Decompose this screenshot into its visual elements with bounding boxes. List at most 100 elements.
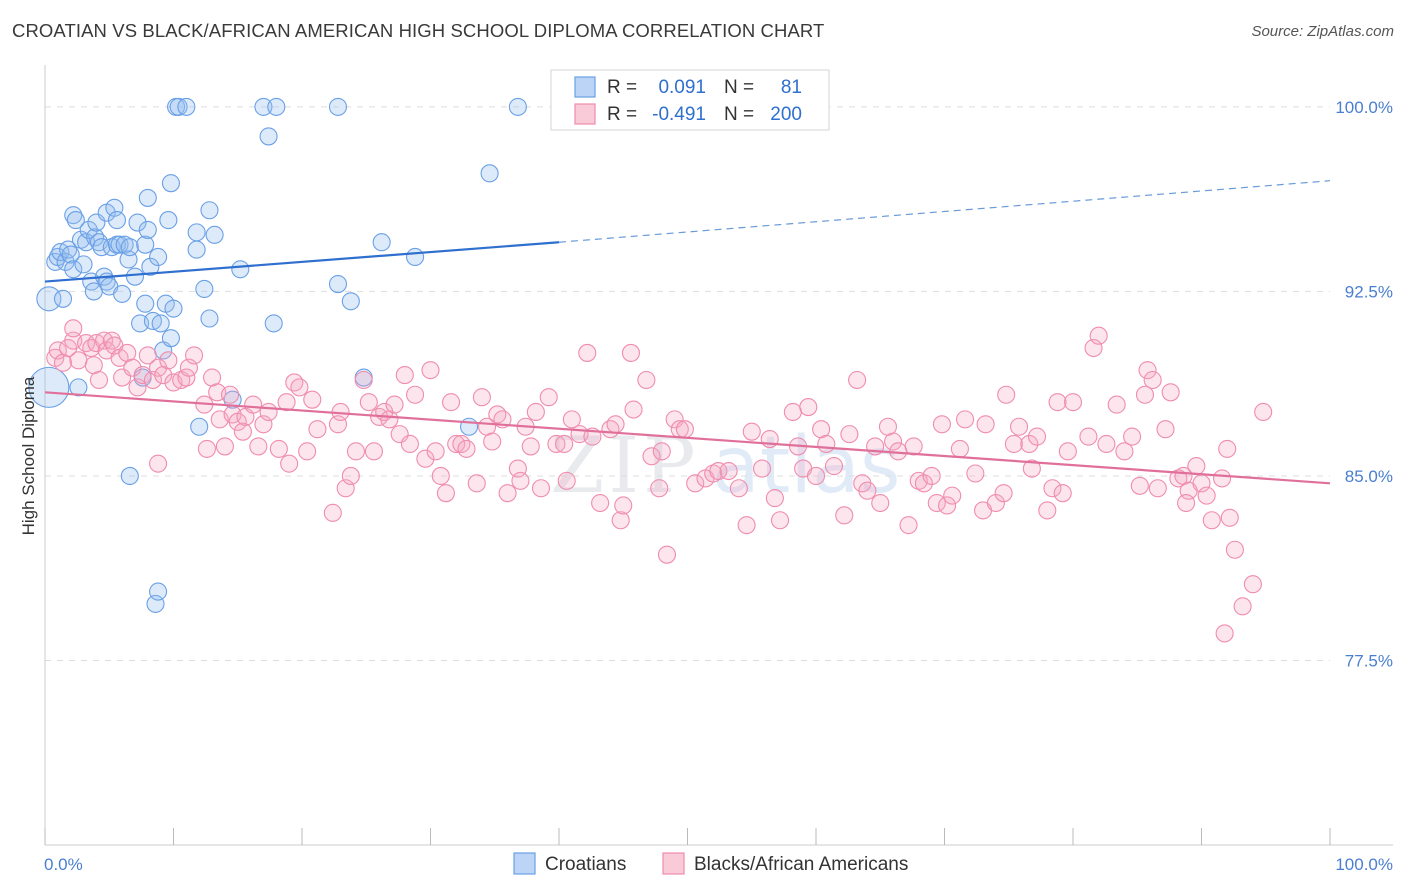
black-point-61 (346, 442, 366, 461)
black-point-184 (1135, 385, 1155, 404)
black-point-74 (421, 361, 440, 380)
croatian-point-55 (161, 174, 180, 193)
black-point-90 (511, 471, 530, 490)
croatian-point-80 (480, 164, 499, 183)
black-point-168 (1022, 459, 1041, 478)
croatian-point-77 (372, 233, 391, 252)
black-point-179 (1097, 434, 1116, 454)
croatian-point-68 (231, 260, 250, 279)
black-point-94 (531, 479, 551, 498)
black-point-200 (1233, 597, 1252, 616)
black-point-44 (244, 395, 263, 414)
black-point-39 (220, 385, 240, 404)
series-legend-swatch-croatians (513, 852, 536, 875)
black-point-154 (932, 415, 951, 434)
black-point-85 (483, 432, 502, 451)
stats-legend-box (550, 69, 830, 131)
croatian-point-32 (113, 284, 132, 303)
black-point-173 (1053, 484, 1072, 503)
black-point-113 (652, 442, 671, 461)
croatian-point-36 (120, 466, 139, 486)
croatian-point-50 (151, 314, 170, 333)
black-point-138 (835, 506, 854, 525)
black-point-111 (642, 447, 661, 466)
black-point-49 (277, 393, 296, 412)
black-point-78 (442, 393, 461, 412)
axes (44, 65, 1393, 846)
black-point-56 (323, 503, 342, 522)
black-point-164 (997, 385, 1016, 404)
croatian-point-73 (328, 274, 348, 294)
croatian-point-9 (64, 260, 83, 279)
croatian-point-66 (205, 225, 224, 244)
black-point-79 (447, 434, 466, 454)
black-point-159 (966, 464, 985, 483)
black-point-22 (138, 346, 157, 365)
black-point-193 (1187, 457, 1206, 476)
legend-r-label-2: R = (607, 104, 637, 125)
black-point-158 (956, 410, 975, 429)
croatian-point-65 (200, 309, 219, 328)
black-point-128 (765, 489, 784, 508)
black-point-92 (521, 437, 540, 456)
croatian-point-11 (66, 211, 85, 230)
black-point-133 (799, 398, 818, 417)
black-point-81 (457, 439, 476, 458)
black-point-203 (1215, 624, 1234, 643)
black-point-148 (899, 516, 918, 535)
black-point-151 (914, 474, 933, 493)
black-point-71 (400, 434, 419, 454)
black-point-130 (783, 402, 802, 422)
black-point-139 (840, 425, 859, 444)
black-point-165 (1004, 434, 1023, 454)
black-point-42 (233, 422, 252, 441)
black-point-201 (1243, 575, 1262, 594)
black-point-134 (806, 466, 826, 486)
black-point-189 (1161, 383, 1180, 402)
croatian-point-81 (508, 97, 527, 116)
black-point-170 (1038, 501, 1057, 520)
black-point-117 (675, 420, 694, 439)
black-point-47 (259, 402, 278, 422)
black-point-34 (197, 439, 216, 458)
black-point-68 (385, 395, 404, 414)
black-point-72 (406, 385, 425, 404)
croatian-point-43 (138, 220, 157, 239)
legend-n-label-1: N = (724, 77, 754, 98)
black-point-183 (1130, 476, 1149, 495)
croatian-point-41 (136, 294, 155, 313)
croatian-point-59 (177, 97, 196, 116)
croatian-point-29 (107, 211, 127, 230)
croatian-point-49 (149, 247, 168, 267)
black-point-114 (657, 545, 676, 564)
legend-n-label-2: N = (724, 104, 754, 125)
black-point-5 (64, 319, 83, 338)
black-point-188 (1156, 420, 1175, 439)
black-point-6 (69, 351, 88, 370)
black-point-195 (1197, 486, 1216, 505)
black-point-204 (1218, 439, 1237, 458)
y-tick-label-1: 85.0% (1345, 467, 1393, 486)
black-point-83 (472, 388, 491, 407)
croatian-point-78 (406, 247, 425, 267)
black-point-112 (650, 479, 669, 498)
black-point-185 (1138, 361, 1157, 380)
black-point-73 (416, 449, 435, 468)
black-point-99 (562, 410, 581, 429)
black-point-175 (1063, 393, 1083, 412)
black-point-88 (498, 484, 517, 503)
black-point-163 (994, 484, 1013, 503)
black-point-110 (637, 370, 656, 390)
black-point-25 (149, 454, 168, 473)
y-axis-label: High School Diploma (19, 376, 38, 535)
croatian-point-61 (187, 223, 206, 242)
croatian-point-1 (36, 286, 62, 312)
series-legend-label-blacks: Blacks/African Americans (694, 854, 908, 875)
croatian-point-5 (53, 289, 73, 308)
black-point-97 (555, 434, 574, 454)
croatian-point-44 (138, 188, 157, 207)
croatian-point-67 (223, 390, 242, 409)
black-point-55 (308, 420, 327, 439)
black-point-105 (606, 415, 625, 434)
black-point-129 (770, 511, 790, 530)
